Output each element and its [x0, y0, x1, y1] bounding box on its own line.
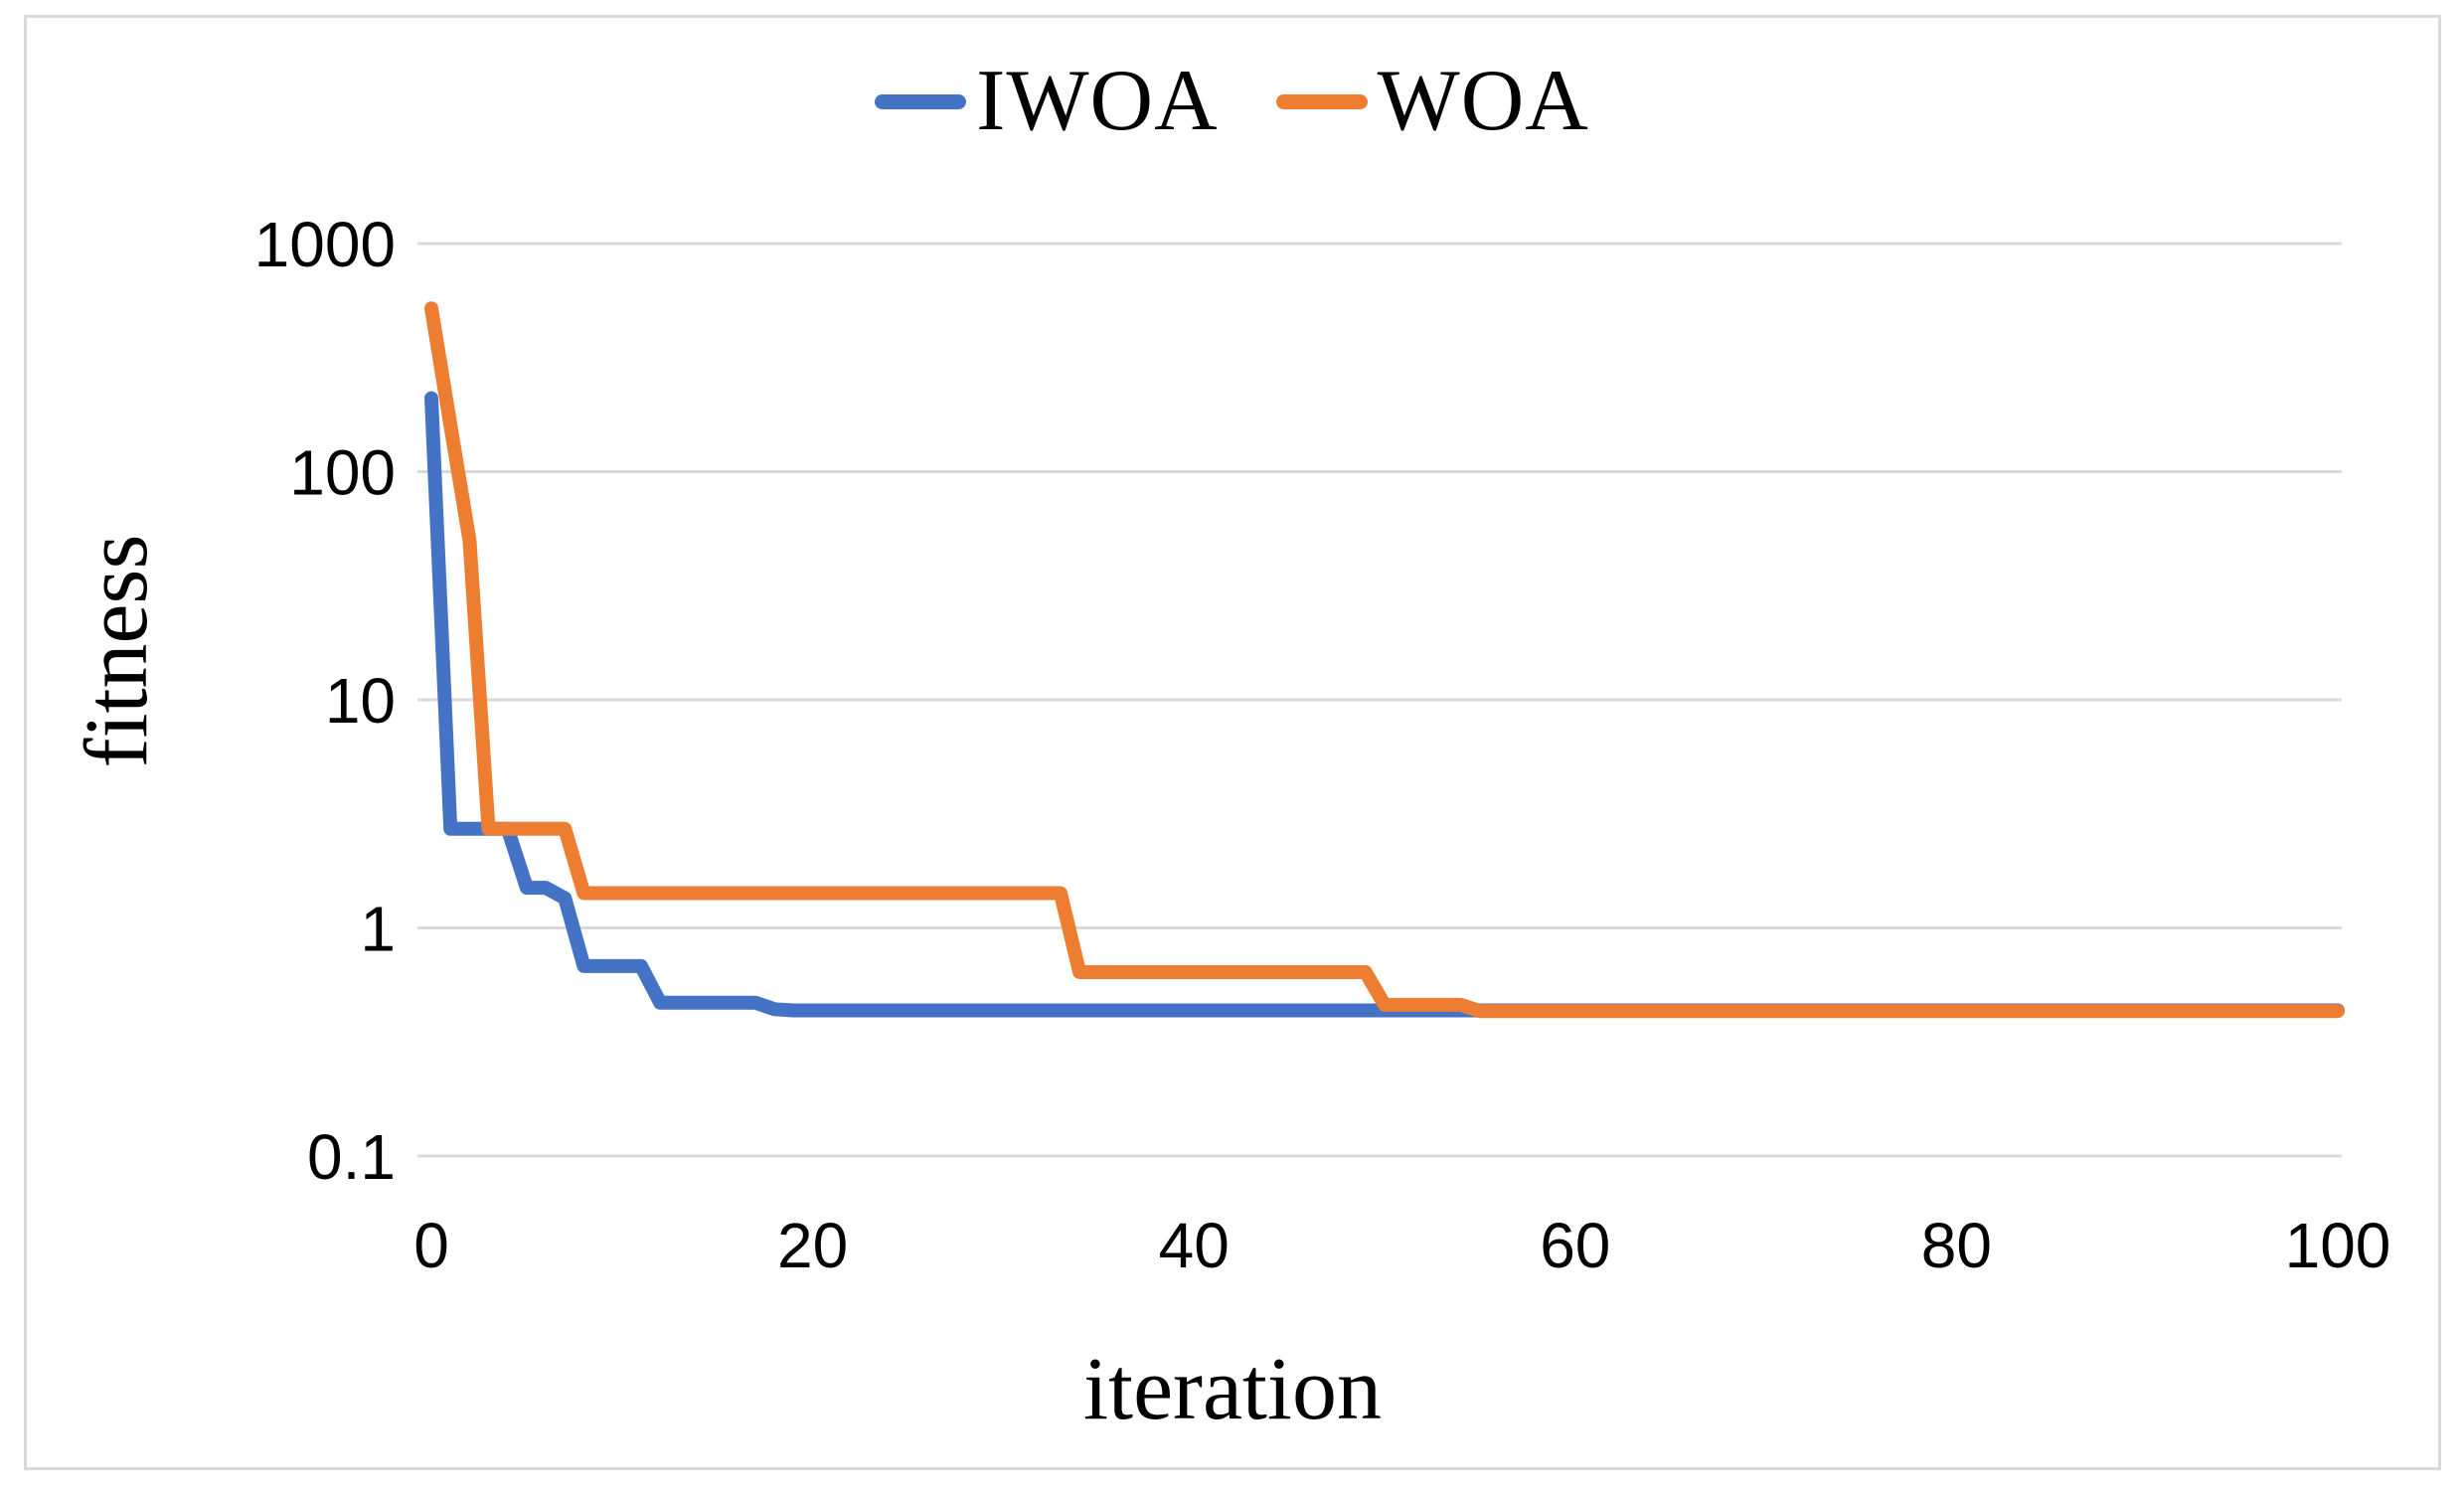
legend-label-woa: WOA: [1377, 53, 1589, 149]
svg-text:10: 10: [325, 665, 396, 737]
svg-text:1: 1: [360, 894, 396, 965]
legend-label-iwoa: IWOA: [976, 53, 1219, 149]
x-axis-title: iteration: [1083, 1340, 1382, 1438]
legend-item-woa: WOA: [1275, 53, 1589, 149]
series-lines: [424, 301, 2345, 1019]
iwoa-line-dash-icon: [875, 93, 967, 109]
svg-text:40: 40: [1159, 1210, 1230, 1281]
svg-text:80: 80: [1921, 1210, 1992, 1281]
svg-text:100: 100: [289, 437, 396, 509]
svg-text:0: 0: [413, 1210, 449, 1281]
gridlines: [417, 242, 2342, 1158]
y-axis-tick-labels: 1000 100 10 1 0.1: [254, 209, 396, 1193]
svg-text:60: 60: [1540, 1210, 1610, 1281]
svg-text:0.1: 0.1: [307, 1121, 396, 1193]
y-axis-title: fitness: [68, 534, 166, 768]
svg-text:20: 20: [777, 1210, 848, 1281]
woa-line-dash-icon: [1275, 93, 1368, 109]
svg-text:100: 100: [2285, 1210, 2391, 1281]
svg-text:1000: 1000: [254, 209, 396, 280]
x-axis-tick-labels: 0 20 40 60 80 100: [413, 1210, 2390, 1281]
legend: IWOA WOA: [0, 58, 2464, 145]
chart-border: [24, 15, 2441, 1470]
legend-item-iwoa: IWOA: [875, 58, 1218, 145]
